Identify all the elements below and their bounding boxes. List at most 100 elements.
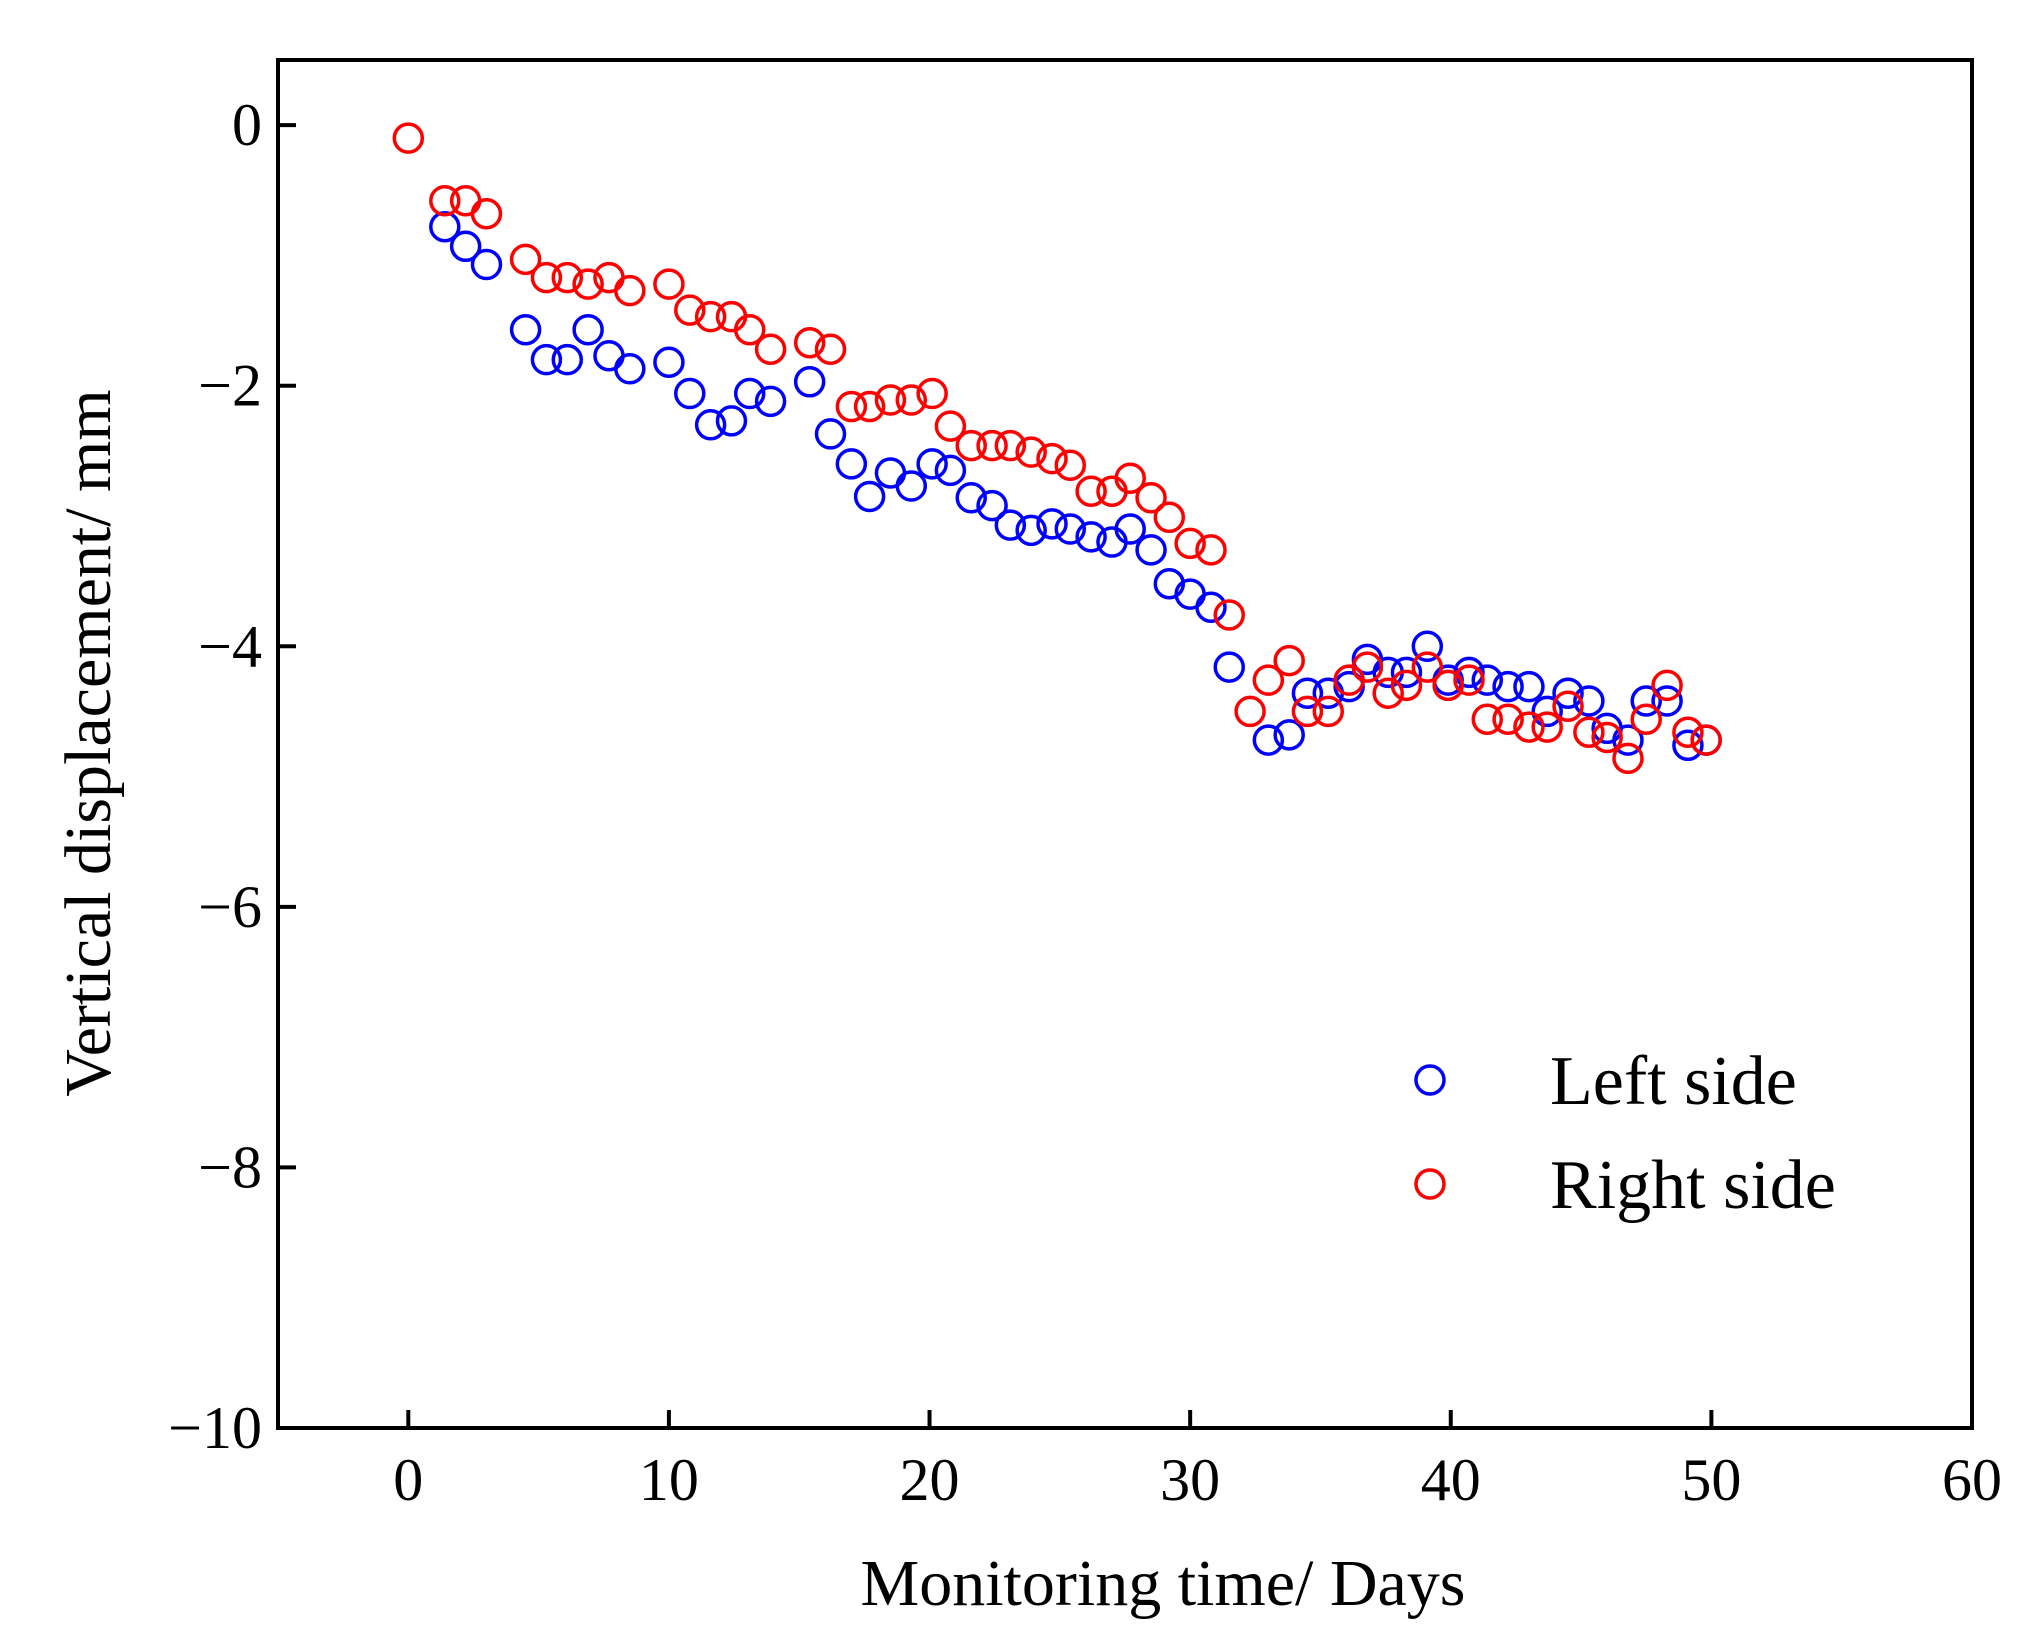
x-tick-label-0: 0 <box>393 1447 423 1513</box>
legend-label-right-side: Right side <box>1550 1147 1836 1224</box>
point-left-side-22 <box>934 454 967 487</box>
point-right-side-50 <box>1471 703 1504 735</box>
point-right-side-15 <box>754 333 787 365</box>
point-left-side-51 <box>1531 695 1563 728</box>
point-left-side-23 <box>955 482 987 514</box>
point-left-side-37 <box>1252 724 1285 756</box>
legend: Left side Right side <box>1414 1043 1836 1224</box>
legend-marker-left-side <box>1414 1064 1446 1096</box>
x-axis-ticks: 0 10 20 30 40 50 60 <box>393 1410 2002 1513</box>
point-left-side-14 <box>754 385 787 418</box>
point-right-side-2 <box>449 184 482 217</box>
point-left-side-36 <box>1213 651 1245 683</box>
point-left-side-45 <box>1411 630 1444 663</box>
point-left-side-16 <box>814 418 847 450</box>
point-right-side-7 <box>572 268 604 300</box>
y-tick-label-5: −10 <box>168 1395 262 1461</box>
point-left-side-13 <box>733 377 766 410</box>
x-tick-label-6: 60 <box>1942 1447 2002 1513</box>
point-left-side-57 <box>1651 685 1683 717</box>
y-tick-label-2: −4 <box>198 613 262 679</box>
point-right-side-10 <box>653 268 685 300</box>
y-tick-label-0: 0 <box>232 92 262 158</box>
point-right-side-61 <box>1690 724 1722 756</box>
point-right-side-33 <box>1135 482 1167 514</box>
point-left-side-15 <box>793 366 826 398</box>
point-left-side-1 <box>449 230 482 263</box>
point-right-side-47 <box>1411 651 1444 683</box>
y-tick-label-3: −6 <box>198 874 262 940</box>
x-tick-label-3: 30 <box>1160 1447 1220 1513</box>
point-right-side-46 <box>1390 669 1423 702</box>
point-left-side-27 <box>1036 508 1068 540</box>
point-right-side-56 <box>1591 721 1623 754</box>
point-right-side-14 <box>733 313 766 346</box>
point-left-side-2 <box>470 248 503 281</box>
point-left-side-48 <box>1471 664 1504 696</box>
legend-label-left-side: Left side <box>1550 1043 1797 1120</box>
point-right-side-25 <box>976 429 1008 462</box>
point-left-side-24 <box>976 489 1008 522</box>
point-left-side-21 <box>916 448 948 480</box>
point-right-side-1 <box>429 184 461 217</box>
point-right-side-26 <box>994 429 1027 462</box>
point-left-side-52 <box>1552 677 1584 709</box>
point-left-side-3 <box>509 313 542 346</box>
point-left-side-44 <box>1390 656 1423 689</box>
point-left-side-35 <box>1195 591 1227 623</box>
point-left-side-49 <box>1492 670 1524 703</box>
x-tick-label-4: 40 <box>1421 1447 1481 1513</box>
point-left-side-31 <box>1114 513 1146 545</box>
point-right-side-23 <box>934 410 967 442</box>
point-right-side-19 <box>853 390 886 423</box>
point-left-side-32 <box>1135 534 1167 566</box>
point-left-side-10 <box>674 377 706 410</box>
point-right-side-52 <box>1513 711 1545 743</box>
point-right-side-51 <box>1492 703 1524 735</box>
x-tick-label-2: 20 <box>900 1447 960 1513</box>
point-left-side-28 <box>1054 513 1087 545</box>
point-right-side-39 <box>1252 664 1285 696</box>
point-right-side-35 <box>1174 527 1206 560</box>
plot-area-frame <box>276 58 1974 1430</box>
point-right-side-16 <box>793 326 826 359</box>
point-left-side-19 <box>874 457 907 489</box>
point-left-side-4 <box>530 343 563 376</box>
point-left-side-20 <box>895 470 928 502</box>
point-right-side-5 <box>530 261 563 294</box>
point-right-side-53 <box>1531 711 1563 743</box>
point-right-side-21 <box>895 384 928 416</box>
point-left-side-39 <box>1291 677 1324 709</box>
point-right-side-0 <box>392 122 425 154</box>
point-right-side-48 <box>1432 669 1464 702</box>
point-right-side-6 <box>551 261 584 294</box>
point-right-side-9 <box>614 274 646 307</box>
point-left-side-26 <box>1015 514 1047 547</box>
series-right-side <box>392 122 1722 775</box>
point-right-side-59 <box>1651 669 1683 702</box>
point-right-side-55 <box>1573 716 1605 749</box>
point-right-side-37 <box>1213 599 1245 631</box>
point-right-side-32 <box>1114 462 1146 494</box>
point-left-side-12 <box>715 405 748 437</box>
point-left-side-56 <box>1630 685 1662 717</box>
y-tick-label-4: −8 <box>198 1134 262 1200</box>
point-right-side-34 <box>1153 501 1186 534</box>
point-right-side-38 <box>1234 695 1266 728</box>
point-right-side-18 <box>835 390 868 423</box>
point-left-side-53 <box>1573 685 1605 717</box>
point-left-side-55 <box>1612 724 1644 756</box>
point-left-side-50 <box>1513 670 1545 703</box>
legend-marker-right-side <box>1414 1168 1446 1200</box>
point-left-side-11 <box>694 409 727 441</box>
point-left-side-7 <box>593 339 625 372</box>
point-right-side-57 <box>1612 742 1644 775</box>
point-right-side-3 <box>470 197 503 230</box>
y-axis-title: Vertical displacement/ mm <box>52 389 125 1096</box>
point-right-side-42 <box>1312 695 1345 728</box>
point-right-side-22 <box>916 377 948 410</box>
point-right-side-29 <box>1054 449 1087 481</box>
point-left-side-18 <box>853 480 886 513</box>
point-right-side-58 <box>1630 703 1662 735</box>
